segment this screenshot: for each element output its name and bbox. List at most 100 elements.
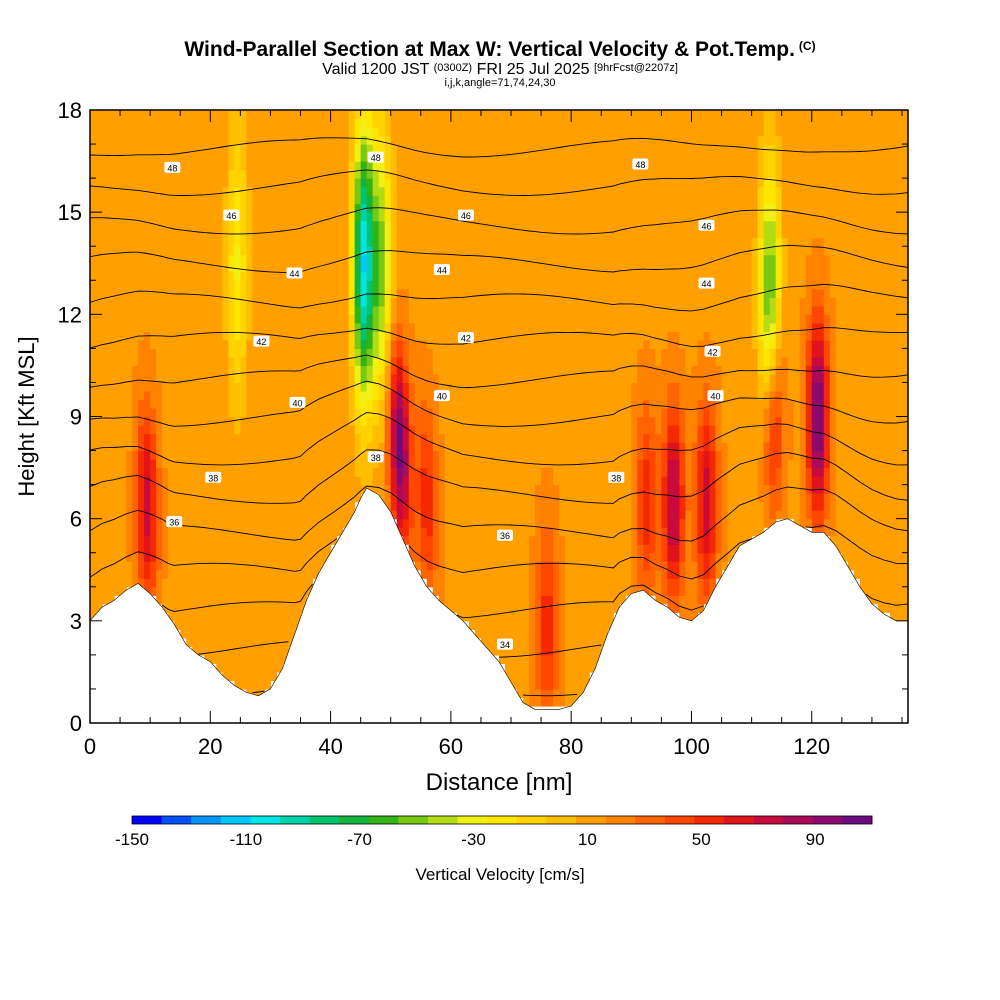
velocity-cell <box>90 586 97 596</box>
velocity-cell <box>499 569 506 579</box>
velocity-cell <box>96 254 103 264</box>
velocity-cell <box>138 152 145 162</box>
velocity-cell <box>222 322 229 332</box>
velocity-cell <box>258 220 266 230</box>
velocity-cell <box>126 288 133 298</box>
velocity-cell <box>450 263 458 273</box>
velocity-cell <box>577 297 584 307</box>
velocity-cell <box>426 433 434 443</box>
velocity-cell <box>378 425 386 435</box>
velocity-cell <box>438 322 446 332</box>
velocity-cell <box>348 476 356 486</box>
velocity-cell <box>180 127 187 137</box>
velocity-cell <box>156 518 163 528</box>
velocity-cell <box>414 127 422 137</box>
velocity-cell <box>282 373 290 384</box>
velocity-cell <box>553 331 560 341</box>
velocity-cell <box>408 237 416 247</box>
velocity-cell <box>541 186 548 196</box>
velocity-cell <box>270 544 278 554</box>
velocity-cell <box>505 578 512 588</box>
velocity-cell <box>234 178 241 188</box>
velocity-cell <box>396 322 404 332</box>
velocity-cell <box>162 110 169 120</box>
velocity-cell <box>517 348 524 358</box>
velocity-cell <box>444 442 452 452</box>
velocity-cell <box>300 356 308 367</box>
velocity-cell <box>324 365 332 375</box>
velocity-cell <box>480 620 488 630</box>
velocity-cell <box>246 671 253 682</box>
velocity-cell <box>474 476 482 486</box>
velocity-cell <box>505 450 512 460</box>
valid-utc: (0300Z) <box>433 62 473 74</box>
velocity-cell <box>168 578 175 588</box>
velocity-cell <box>547 263 554 273</box>
velocity-cell <box>535 544 542 554</box>
velocity-cell <box>330 118 338 128</box>
velocity-cell <box>174 501 181 511</box>
velocity-cell <box>565 544 572 554</box>
velocity-cell <box>505 322 512 332</box>
velocity-cell <box>535 629 542 639</box>
velocity-cell <box>90 169 97 179</box>
velocity-cell <box>372 110 380 120</box>
velocity-cell <box>228 288 235 298</box>
velocity-cell <box>246 552 253 562</box>
velocity-cell <box>180 552 187 562</box>
velocity-cell <box>541 501 548 511</box>
velocity-cell <box>288 476 296 486</box>
velocity-cell <box>583 373 590 384</box>
velocity-cell <box>499 501 506 511</box>
velocity-cell <box>492 510 500 520</box>
velocity-cell <box>330 195 338 205</box>
velocity-cell <box>204 450 211 460</box>
velocity-cell <box>414 433 422 443</box>
velocity-cell <box>120 399 127 409</box>
velocity-cell <box>480 348 488 358</box>
velocity-cell <box>559 365 566 375</box>
velocity-cell <box>312 229 320 239</box>
velocity-cell <box>505 586 512 596</box>
velocity-cell <box>565 552 572 562</box>
velocity-cell <box>474 169 482 179</box>
velocity-cell <box>126 271 133 281</box>
velocity-cell <box>174 416 181 426</box>
velocity-cell <box>228 356 235 367</box>
velocity-cell <box>535 152 542 162</box>
velocity-cell <box>204 612 211 622</box>
velocity-cell <box>486 399 494 409</box>
velocity-cell <box>288 484 296 494</box>
velocity-cell <box>547 561 554 571</box>
velocity-cell <box>571 203 578 213</box>
velocity-cell <box>300 484 308 494</box>
velocity-cell <box>450 237 458 247</box>
velocity-cell <box>384 229 392 239</box>
velocity-cell <box>462 314 470 324</box>
velocity-cell <box>324 527 332 537</box>
velocity-cell <box>559 237 566 247</box>
velocity-cell <box>240 178 247 188</box>
velocity-cell <box>402 271 410 281</box>
velocity-cell <box>378 459 386 469</box>
velocity-cell <box>577 237 584 247</box>
velocity-cell <box>96 195 103 205</box>
velocity-cell <box>210 586 217 596</box>
velocity-cell <box>90 476 97 486</box>
velocity-cell <box>336 169 344 179</box>
velocity-cell <box>282 314 290 324</box>
velocity-cell <box>499 442 506 452</box>
velocity-cell <box>438 552 446 562</box>
velocity-cell <box>565 578 572 588</box>
velocity-cell <box>282 263 290 273</box>
velocity-cell <box>90 127 97 137</box>
velocity-cell <box>150 144 157 154</box>
velocity-cell <box>210 220 217 230</box>
velocity-cell <box>535 331 542 341</box>
velocity-cell <box>126 527 133 537</box>
velocity-cell <box>324 135 332 145</box>
velocity-cell <box>480 237 488 247</box>
velocity-cell <box>577 135 584 145</box>
velocity-cell <box>583 407 590 418</box>
velocity-cell <box>252 237 260 247</box>
